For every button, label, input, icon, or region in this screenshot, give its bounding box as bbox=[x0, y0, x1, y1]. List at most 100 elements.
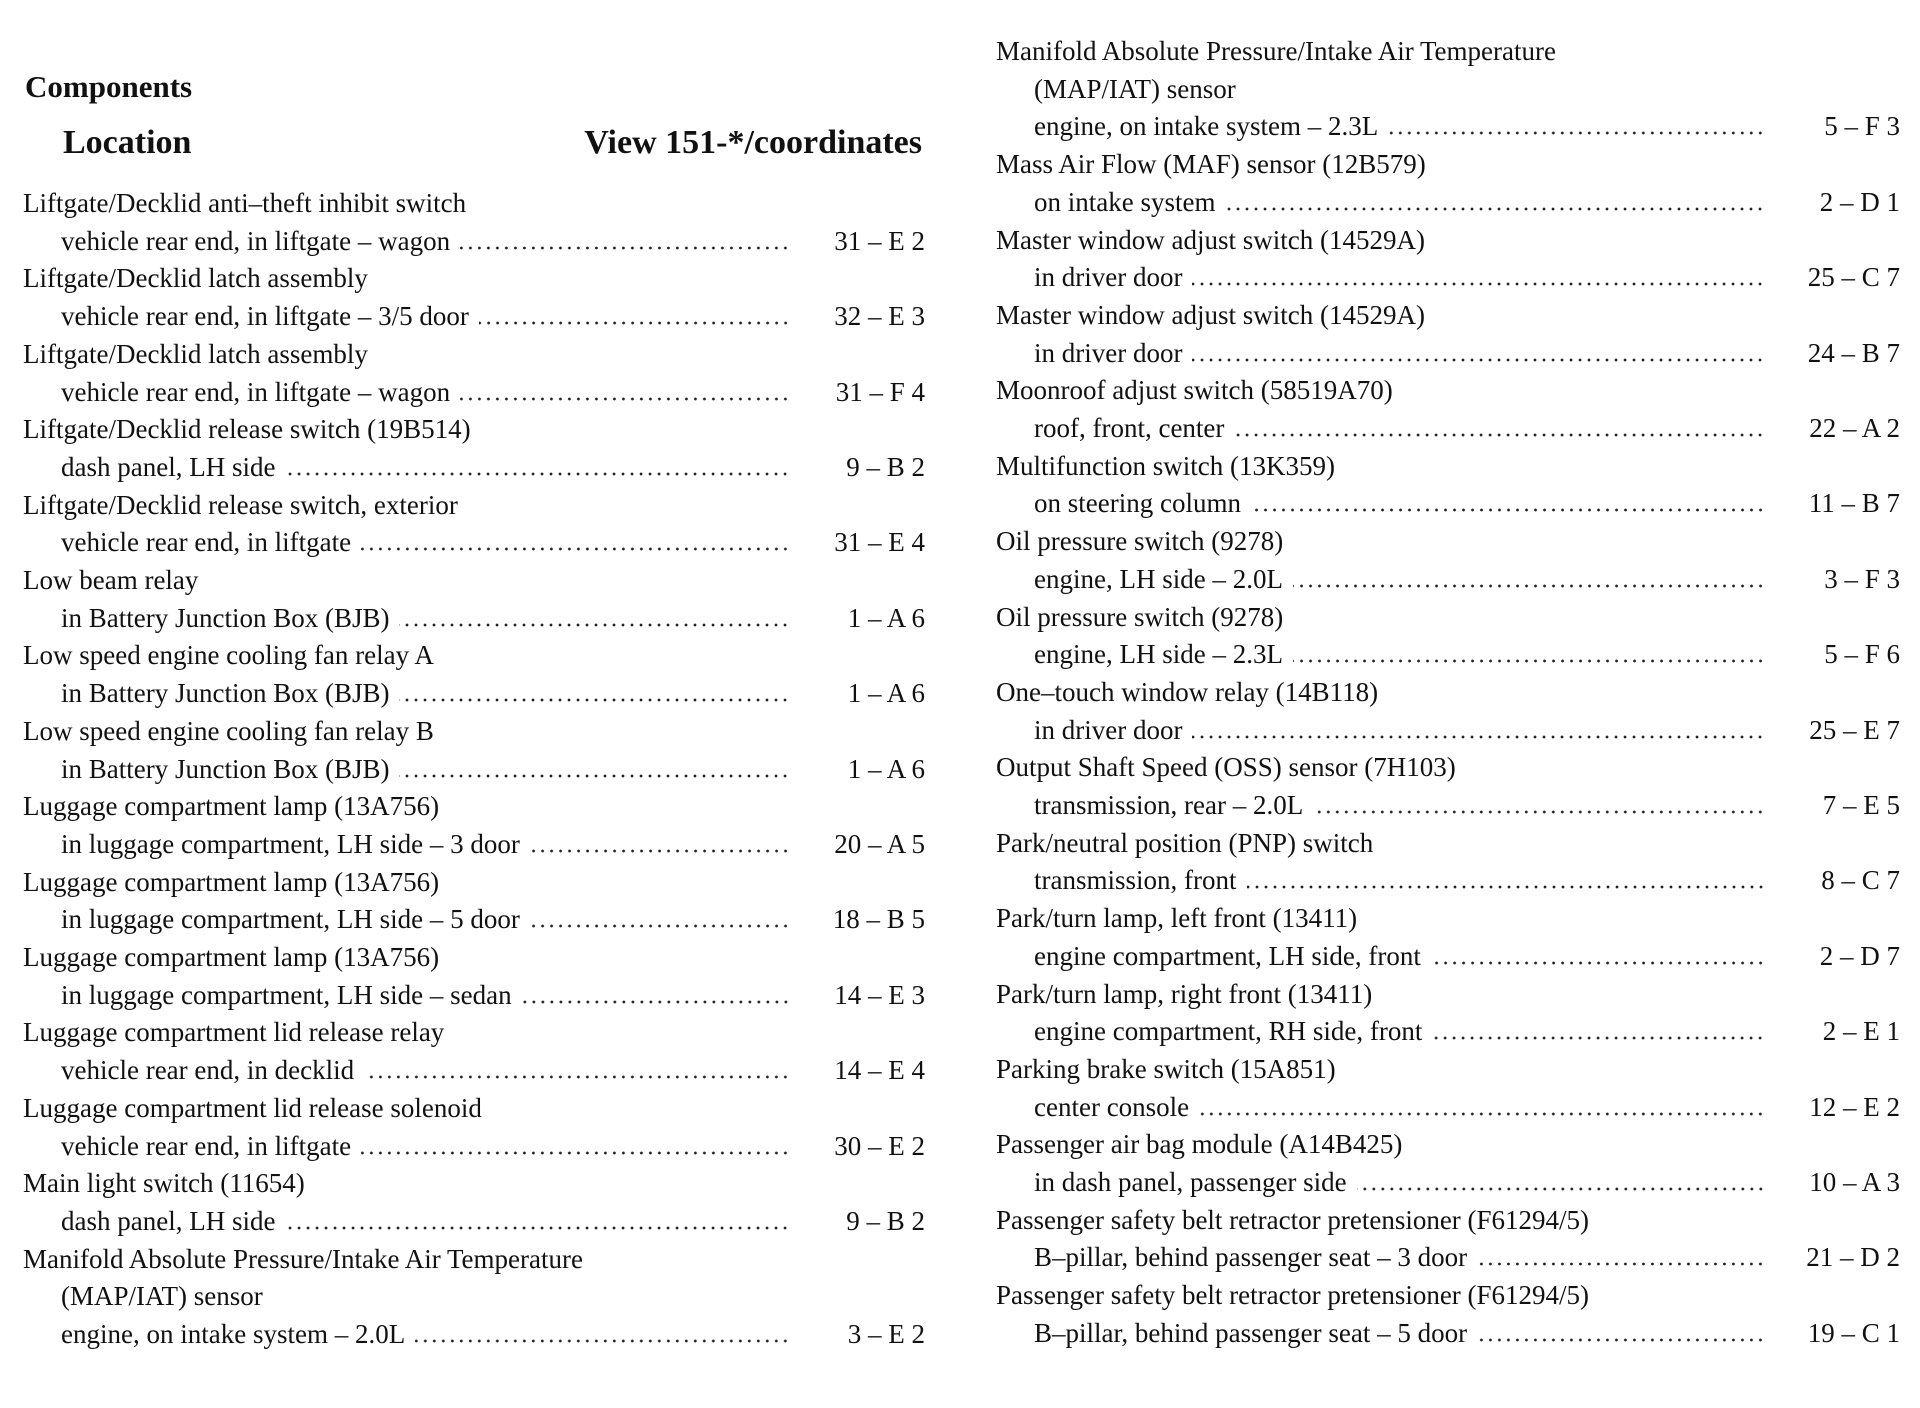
dot-leader bbox=[1192, 282, 1765, 287]
location: in luggage compartment, LH side – 5 door bbox=[61, 904, 520, 935]
dot-leader bbox=[1477, 1262, 1765, 1267]
component-name: One–touch window relay (14B118) bbox=[996, 676, 1379, 707]
component-name: Luggage compartment lamp (13A756) bbox=[23, 791, 440, 822]
component-name: Mass Air Flow (MAF) sensor (12B579) bbox=[996, 149, 1426, 180]
coordinates: 14 – E 4 bbox=[834, 1055, 925, 1086]
location: vehicle rear end, in liftgate bbox=[61, 527, 352, 558]
coordinates: 9 – B 2 bbox=[846, 1205, 925, 1236]
dot-leader bbox=[361, 1150, 790, 1155]
coordinates: 5 – F 3 bbox=[1824, 111, 1900, 142]
location: vehicle rear end, in liftgate – wagon bbox=[61, 376, 451, 407]
location-row: in driver door 25 – C 7 bbox=[1034, 260, 1900, 294]
coordinates: 3 – F 3 bbox=[1824, 563, 1900, 594]
coordinates: 10 – A 3 bbox=[1809, 1167, 1900, 1197]
location-row: engine, on intake system – 2.3L 5 – F 3 bbox=[1034, 109, 1900, 143]
dot-leader bbox=[361, 547, 790, 552]
location: roof, front, center bbox=[1034, 413, 1225, 443]
view-heading: View 151-*/coordinates bbox=[584, 124, 922, 161]
coordinates: 32 – E 3 bbox=[834, 301, 925, 332]
coordinates: 19 – C 1 bbox=[1807, 1317, 1900, 1348]
location-row: engine, LH side – 2.0L 3 – F 3 bbox=[1034, 562, 1900, 596]
dot-leader bbox=[1234, 433, 1765, 437]
component-name: Liftgate/Decklid latch assembly bbox=[23, 338, 368, 369]
component-name: Low speed engine cooling fan relay A bbox=[23, 640, 434, 671]
coordinates: 1 – A 6 bbox=[847, 753, 925, 784]
component-name: Low speed engine cooling fan relay B bbox=[23, 715, 434, 746]
location-row: in Battery Junction Box (BJB) 1 – A 6 bbox=[61, 752, 925, 786]
dot-leader bbox=[399, 698, 790, 703]
component-name: Main light switch (11654) bbox=[23, 1168, 305, 1199]
component-name: Luggage compartment lid release relay bbox=[23, 1017, 445, 1048]
dot-leader bbox=[399, 773, 790, 778]
location: transmission, front bbox=[1034, 865, 1237, 896]
coordinates: 1 – A 6 bbox=[847, 678, 925, 709]
location: in Battery Junction Box (BJB) bbox=[61, 753, 390, 784]
component-name: Moonroof adjust switch (58519A70) bbox=[996, 375, 1393, 406]
coordinates: 2 – E 1 bbox=[1822, 1016, 1900, 1047]
dot-leader bbox=[1192, 734, 1765, 739]
dot-leader bbox=[1292, 583, 1765, 588]
location: B–pillar, behind passenger seat – 5 door bbox=[1034, 1317, 1468, 1348]
coordinates: 2 – D 1 bbox=[1819, 186, 1900, 217]
location: engine, on intake system – 2.0L bbox=[61, 1319, 406, 1349]
location-row: vehicle rear end, in liftgate 31 – E 4 bbox=[61, 525, 925, 559]
location-row: vehicle rear end, in liftgate – wagon 31 … bbox=[61, 224, 925, 258]
dot-leader bbox=[1192, 357, 1765, 362]
component-name: Park/turn lamp, right front (13411) bbox=[996, 978, 1373, 1009]
coordinates: 22 – A 2 bbox=[1809, 413, 1900, 443]
location: center console bbox=[1034, 1091, 1190, 1122]
location-row: in luggage compartment, LH side – 3 door… bbox=[61, 827, 925, 861]
location: on steering column bbox=[1034, 488, 1241, 519]
coordinates: 8 – C 7 bbox=[1821, 865, 1900, 896]
component-name: Master window adjust switch (14529A) bbox=[996, 299, 1425, 330]
location: in driver door bbox=[1034, 714, 1183, 745]
location: in driver door bbox=[1034, 337, 1183, 368]
location-row: center console 12 – E 2 bbox=[1034, 1090, 1900, 1124]
coordinates: 30 – E 2 bbox=[834, 1130, 925, 1161]
location-row: B–pillar, behind passenger seat – 5 door… bbox=[1034, 1316, 1900, 1350]
coordinates: 25 – C 7 bbox=[1807, 262, 1900, 293]
location: dash panel, LH side bbox=[61, 451, 276, 482]
dot-leader bbox=[285, 471, 790, 476]
location-row: in Battery Junction Box (BJB) 1 – A 6 bbox=[61, 676, 925, 710]
location-row: in dash panel, passenger side 10 – A 3 bbox=[1034, 1165, 1900, 1199]
dot-leader bbox=[1432, 1036, 1765, 1041]
location: transmission, rear – 2.0L bbox=[1034, 790, 1304, 820]
location: engine compartment, RH side, front bbox=[1034, 1016, 1423, 1047]
location-row: vehicle rear end, in decklid 14 – E 4 bbox=[61, 1053, 925, 1087]
component-name: Liftgate/Decklid anti–theft inhibit swit… bbox=[23, 188, 467, 218]
component-name: Park/turn lamp, left front (13411) bbox=[996, 903, 1358, 934]
component-name: Luggage compartment lamp (13A756) bbox=[23, 866, 440, 897]
location-row: dash panel, LH side 9 – B 2 bbox=[61, 1204, 925, 1238]
location-row: engine compartment, LH side, front 2 – D … bbox=[1034, 939, 1900, 973]
location: vehicle rear end, in liftgate – wagon bbox=[61, 225, 451, 256]
location: B–pillar, behind passenger seat – 3 door bbox=[1034, 1242, 1468, 1273]
dot-leader bbox=[399, 622, 790, 627]
component-name-cont: (MAP/IAT) sensor bbox=[61, 1281, 263, 1312]
coordinates: 7 – E 5 bbox=[1822, 790, 1900, 820]
location-row: in driver door 24 – B 7 bbox=[1034, 336, 1900, 370]
location-row: dash panel, LH side 9 – B 2 bbox=[61, 450, 925, 484]
dot-leader bbox=[1250, 508, 1765, 513]
coordinates: 12 – E 2 bbox=[1809, 1091, 1900, 1122]
dot-leader bbox=[1199, 1111, 1765, 1116]
component-name: Multifunction switch (13K359) bbox=[996, 450, 1335, 481]
location-row: transmission, front 8 – C 7 bbox=[1034, 863, 1900, 897]
location: vehicle rear end, in liftgate bbox=[61, 1130, 352, 1161]
component-name: Master window adjust switch (14529A) bbox=[996, 224, 1425, 255]
component-name: Liftgate/Decklid latch assembly bbox=[23, 263, 368, 294]
location-row: vehicle rear end, in liftgate 30 – E 2 bbox=[61, 1129, 925, 1163]
location: vehicle rear end, in decklid bbox=[61, 1055, 355, 1086]
location-row: on steering column 11 – B 7 bbox=[1034, 486, 1900, 520]
coordinates: 31 – E 2 bbox=[834, 225, 925, 256]
location: dash panel, LH side bbox=[61, 1205, 276, 1236]
location-row: in driver door 25 – E 7 bbox=[1034, 713, 1900, 747]
location-row: transmission, rear – 2.0L 7 – E 5 bbox=[1034, 788, 1900, 822]
coordinates: 14 – E 3 bbox=[834, 979, 925, 1010]
location: vehicle rear end, in liftgate – 3/5 door bbox=[61, 301, 469, 332]
dot-leader bbox=[529, 924, 790, 929]
location-row: roof, front, center 22 – A 2 bbox=[1034, 411, 1900, 445]
dot-leader bbox=[1430, 960, 1765, 965]
coordinates: 21 – D 2 bbox=[1806, 1242, 1900, 1273]
